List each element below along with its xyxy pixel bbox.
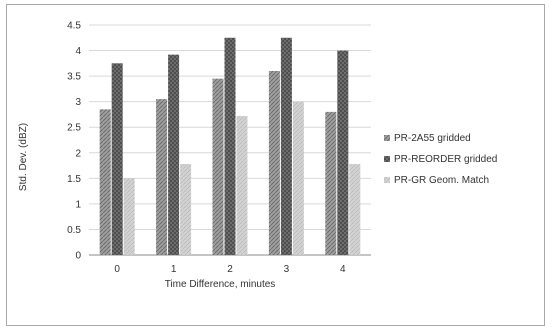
- y-tick-label: 4: [75, 46, 81, 57]
- bar-series-1-cat-2: [224, 37, 236, 256]
- y-tick-label: 0: [75, 251, 81, 262]
- legend-label-1: PR-REORDER gridded: [394, 154, 497, 165]
- bar-series-1-cat-4: [337, 50, 349, 255]
- x-axis-label: Time Difference, minutes: [165, 279, 276, 290]
- x-tick-label: 1: [171, 264, 177, 275]
- bar-series-2-cat-2: [236, 115, 248, 255]
- legend-swatch-2: [384, 177, 390, 183]
- bar-series-2-cat-4: [349, 164, 361, 255]
- y-tick-label: 2.5: [67, 123, 81, 134]
- x-tick-labels: 0 1 2 3 4: [114, 264, 346, 275]
- y-tick-label: 3.5: [67, 72, 81, 83]
- y-tick-label: 1.5: [67, 174, 81, 185]
- bar-series-2-cat-1: [180, 164, 192, 255]
- chart-frame: 0 0.5 1 1.5 2 2.5 3 3.5 4 4.5 0 1 2 3 4 Std. Dev. (dB…: [6, 4, 545, 326]
- legend: PR-2A55 gridded PR-REORDER gridded PR-GR G…: [384, 133, 497, 186]
- legend-swatch-0: [384, 135, 390, 141]
- legend-label-0: PR-2A55 gridded: [394, 133, 471, 144]
- y-axis-label: Std. Dev. (dBZ): [18, 123, 29, 191]
- bar-series-2-cat-0: [123, 178, 135, 255]
- chart-svg: 0 0.5 1 1.5 2 2.5 3 3.5 4 4.5 0 1 2 3 4 Std. Dev. (dB…: [18, 21, 497, 291]
- x-tick-label: 3: [284, 264, 290, 275]
- bar-series-1-cat-3: [280, 37, 292, 256]
- bar-series-1-cat-1: [168, 54, 180, 256]
- bar-series-0-cat-4: [325, 111, 337, 255]
- x-tick-label: 4: [340, 264, 346, 275]
- legend-label-2: PR-GR Geom. Match: [394, 175, 489, 186]
- y-tick-label: 4.5: [67, 21, 81, 32]
- bar-series-0-cat-2: [212, 78, 224, 256]
- bar-series-0-cat-0: [99, 109, 111, 255]
- bar-series-1-cat-0: [111, 63, 123, 256]
- bar-series-0-cat-3: [268, 71, 280, 255]
- y-tick-label: 2: [75, 148, 81, 159]
- y-tick-labels: 0 0.5 1 1.5 2 2.5 3 3.5 4 4.5: [67, 21, 81, 262]
- y-tick-label: 0.5: [67, 225, 81, 236]
- bar-series-0-cat-1: [156, 99, 168, 255]
- x-tick-label: 0: [114, 264, 120, 275]
- y-tick-label: 3: [75, 97, 81, 108]
- bar-series-2-cat-3: [292, 101, 304, 256]
- y-tick-label: 1: [75, 199, 81, 210]
- legend-swatch-1: [384, 156, 390, 162]
- bars: [99, 37, 361, 256]
- x-tick-label: 2: [227, 264, 233, 275]
